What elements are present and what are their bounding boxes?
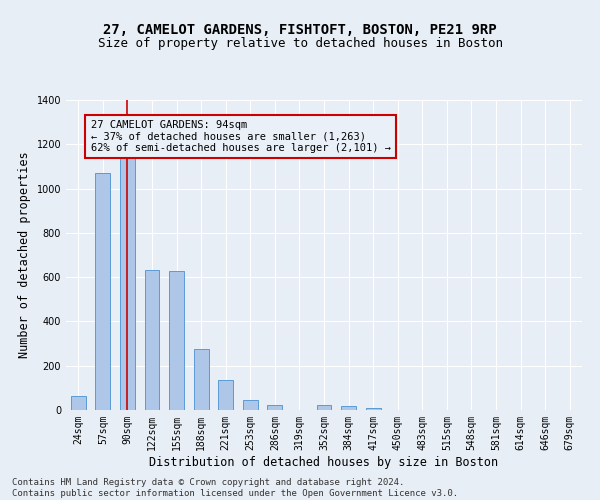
Bar <box>243 400 257 410</box>
Text: Contains HM Land Registry data © Crown copyright and database right 2024.
Contai: Contains HM Land Registry data © Crown c… <box>12 478 458 498</box>
Text: Size of property relative to detached houses in Boston: Size of property relative to detached ho… <box>97 38 503 51</box>
Bar <box>194 349 209 410</box>
Bar <box>71 396 86 410</box>
X-axis label: Distribution of detached houses by size in Boston: Distribution of detached houses by size … <box>149 456 499 468</box>
Bar <box>120 153 135 410</box>
Bar <box>341 406 356 410</box>
Bar <box>366 408 380 410</box>
Bar <box>169 270 184 410</box>
Y-axis label: Number of detached properties: Number of detached properties <box>18 152 31 358</box>
Bar <box>95 173 110 410</box>
Bar <box>145 270 160 410</box>
Text: 27 CAMELOT GARDENS: 94sqm
← 37% of detached houses are smaller (1,263)
62% of se: 27 CAMELOT GARDENS: 94sqm ← 37% of detac… <box>91 120 391 153</box>
Text: 27, CAMELOT GARDENS, FISHTOFT, BOSTON, PE21 9RP: 27, CAMELOT GARDENS, FISHTOFT, BOSTON, P… <box>103 22 497 36</box>
Bar <box>268 405 282 410</box>
Bar <box>317 405 331 410</box>
Bar <box>218 380 233 410</box>
